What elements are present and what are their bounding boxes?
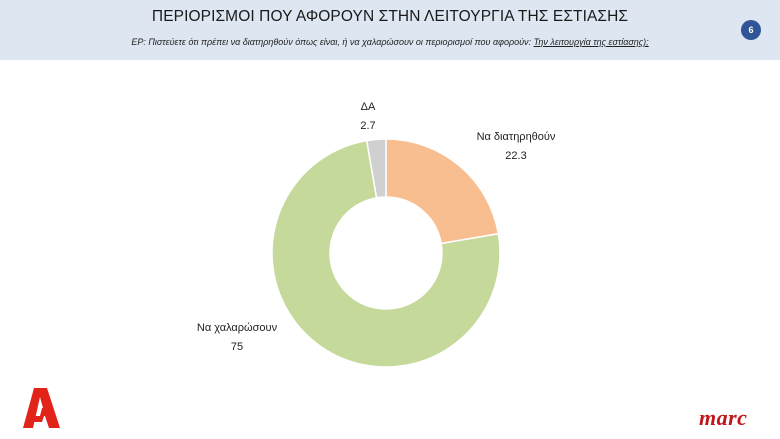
page-number-badge: 6: [741, 20, 761, 40]
page-title: ΠΕΡΙΟΡΙΣΜΟΙ ΠΟΥ ΑΦΟΡΟΥΝ ΣΤΗΝ ΛΕΙΤΟΥΡΓΙΑ …: [151, 8, 629, 25]
question-text: ΕΡ: Πιστεύετε ότι πρέπει να διατηρηθούν …: [0, 37, 780, 47]
marc-logo: marc: [699, 405, 748, 430]
donut-chart: Να διατηρηθούν 22.3 Να χαλαρώσουν 75 ΔΑ 2.7: [197, 101, 556, 368]
header-bar: ΠΕΡΙΟΡΙΣΜΟΙ ΠΟΥ ΑΦΟΡΟΥΝ ΣΤΗΝ ΛΕΙΤΟΥΡΓΙΑ …: [0, 0, 780, 60]
alpha-logo: [23, 388, 60, 428]
slice-label-2: ΔΑ: [361, 101, 376, 113]
donut-slice-1: [271, 139, 501, 368]
donut-slice-0: [385, 138, 500, 245]
slice-label-0: Να διατηρηθούν: [477, 131, 556, 143]
slice-value-0: 22.3: [505, 150, 526, 162]
donut-slice-2: [365, 138, 387, 199]
question-emphasis: Την λειτουργία της εστίασης);: [533, 37, 649, 47]
slice-label-1: Να χαλαρώσουν: [197, 322, 278, 334]
question-prefix: ΕΡ: Πιστεύετε ότι πρέπει να διατηρηθούν …: [131, 37, 534, 47]
slice-value-2: 2.7: [360, 120, 375, 132]
slice-value-1: 75: [231, 341, 243, 353]
